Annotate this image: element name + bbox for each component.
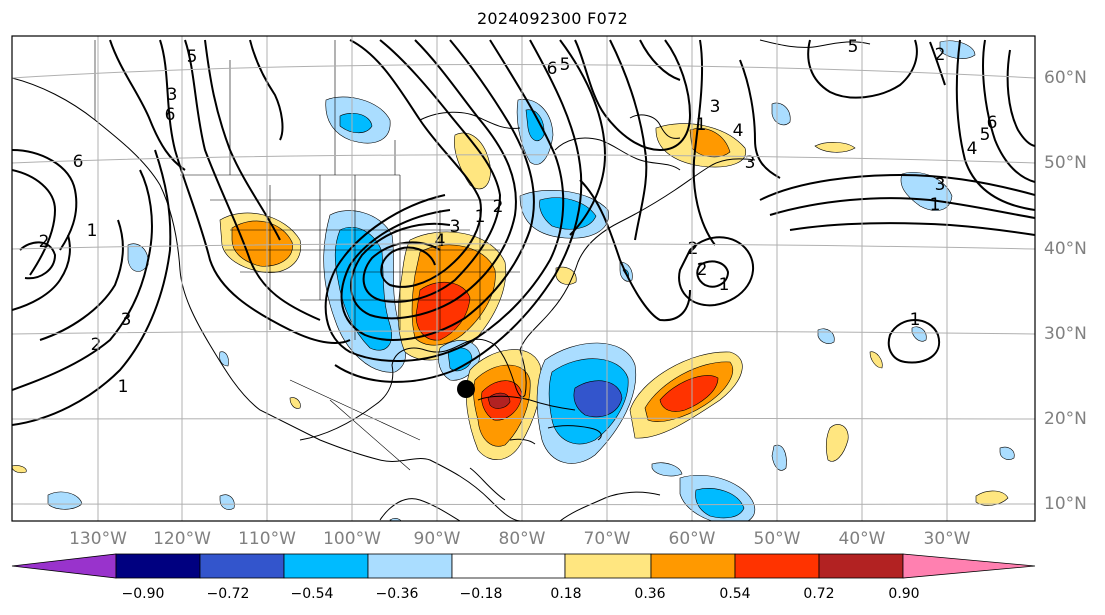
colorbar-segment bbox=[451, 553, 566, 579]
lon-label: 30°W bbox=[923, 529, 971, 549]
colorbar-segment bbox=[650, 553, 736, 579]
lat-label: 60°N bbox=[1044, 68, 1087, 88]
contour-label: 2 bbox=[493, 197, 504, 217]
colorbar-segment bbox=[818, 553, 904, 579]
contour-label: 3 bbox=[450, 217, 461, 237]
colorbar-tick-label: 0.36 bbox=[634, 586, 666, 602]
lat-label: 30°N bbox=[1044, 324, 1087, 344]
colorbar-tick-label: −0.54 bbox=[290, 586, 334, 602]
lon-label: 120°W bbox=[153, 529, 211, 549]
colorbar-tick-label: −0.90 bbox=[121, 586, 165, 602]
lon-label: 80°W bbox=[498, 529, 546, 549]
colorbar-tick-label: −0.18 bbox=[459, 586, 503, 602]
colorbar-tick-label: 0.54 bbox=[719, 586, 751, 602]
lon-label: 130°W bbox=[69, 529, 127, 549]
contour-label: 2 bbox=[697, 260, 708, 280]
contour-label: 3 bbox=[935, 175, 946, 195]
colorbar-tick-label: −0.36 bbox=[375, 586, 419, 602]
colorbar bbox=[11, 553, 1036, 579]
lon-label: 90°W bbox=[413, 529, 461, 549]
contour-label: 3 bbox=[121, 310, 132, 330]
contour-label: 5 bbox=[187, 47, 198, 67]
colorbar-extend-high bbox=[902, 553, 1036, 579]
contour-label: 3 bbox=[710, 97, 721, 117]
colorbar-segment bbox=[734, 553, 820, 579]
contour-label: 6 bbox=[987, 113, 998, 133]
contour-label: 2 bbox=[91, 335, 102, 355]
colorbar-tick-label: 0.90 bbox=[888, 586, 920, 602]
lat-label: 50°N bbox=[1044, 153, 1087, 173]
lon-label: 100°W bbox=[323, 529, 381, 549]
lat-label: 20°N bbox=[1044, 409, 1087, 429]
contour-label: 1 bbox=[930, 195, 941, 215]
contour-label: 3 bbox=[167, 85, 178, 105]
contour-label: 2 bbox=[935, 45, 946, 65]
contour-label: 3 bbox=[745, 153, 756, 173]
lon-label: 70°W bbox=[583, 529, 631, 549]
contour-label: 4 bbox=[435, 231, 446, 251]
lat-label: 10°N bbox=[1044, 494, 1087, 514]
gridlines bbox=[12, 36, 1035, 521]
state-borders bbox=[94, 40, 560, 471]
contour-label: 1 bbox=[910, 310, 921, 330]
contour-label: 5 bbox=[848, 37, 859, 57]
contour-label: 2 bbox=[39, 232, 50, 252]
contour-label: 5 bbox=[980, 125, 991, 145]
colorbar-segment bbox=[199, 553, 285, 579]
colorbar-segment bbox=[115, 553, 201, 579]
contour-label: 1 bbox=[475, 207, 486, 227]
contour-label: 6 bbox=[547, 59, 558, 79]
contour-label: 1 bbox=[696, 115, 707, 135]
contour-label: 1 bbox=[719, 275, 730, 295]
lon-label: 110°W bbox=[238, 529, 296, 549]
contour-label: 4 bbox=[733, 121, 744, 141]
colorbar-tick-label: −0.72 bbox=[206, 586, 250, 602]
lon-label: 40°W bbox=[838, 529, 886, 549]
contour-label: 4 bbox=[967, 139, 978, 159]
colorbar-segment bbox=[564, 553, 652, 579]
contour-label: 1 bbox=[118, 377, 129, 397]
contour-label: 2 bbox=[688, 239, 699, 259]
colorbar-tick-label: 0.72 bbox=[803, 586, 835, 602]
map-frame bbox=[11, 35, 1036, 522]
storm-center-marker bbox=[457, 380, 475, 398]
contour-label: 6 bbox=[73, 152, 84, 172]
lat-label: 40°N bbox=[1044, 239, 1087, 259]
map-title: 2024092300 F072 bbox=[476, 9, 629, 28]
colorbar-segment bbox=[367, 553, 453, 579]
colorbar-extend-low bbox=[11, 553, 117, 579]
lon-label: 50°W bbox=[753, 529, 801, 549]
lon-label: 60°W bbox=[668, 529, 716, 549]
shaded-field bbox=[12, 40, 1015, 521]
contour-label: 6 bbox=[165, 105, 176, 125]
colorbar-tick-label: 0.18 bbox=[550, 586, 582, 602]
contour-label: 1 bbox=[87, 221, 98, 241]
contours bbox=[12, 39, 1035, 426]
contour-labels: 6 1 2 3 6 5 1 2 3 4 5 6 3 1 6 5 4 3 2 1 … bbox=[39, 37, 998, 397]
colorbar-segment bbox=[283, 553, 369, 579]
